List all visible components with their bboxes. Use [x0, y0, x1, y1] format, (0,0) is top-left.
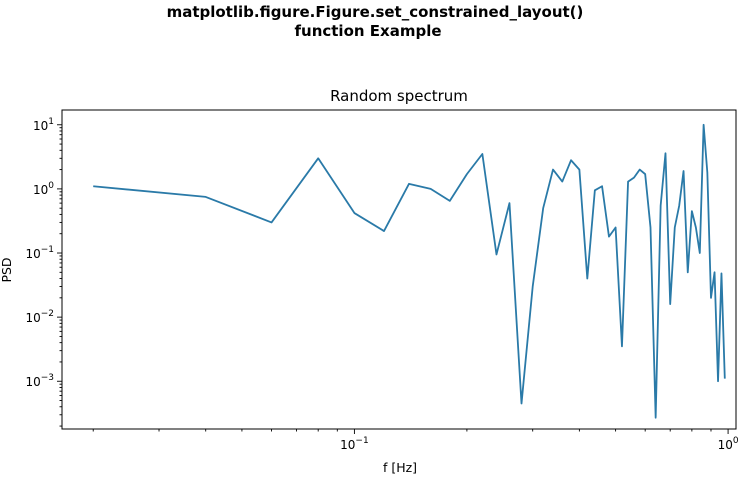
y-axis-label: PSD: [0, 257, 14, 282]
axes-frame: [61, 109, 737, 430]
series-line-0: [93, 123, 726, 419]
y-tick-label: 101: [33, 117, 54, 133]
x-tick-label: 100: [718, 436, 739, 452]
x-tick-label: 10−1: [340, 436, 369, 452]
y-tick-label: 10−3: [25, 373, 54, 389]
y-tick-label: 10−2: [25, 309, 54, 325]
x-axis-label: f [Hz]: [383, 460, 417, 475]
axes-title: Random spectrum: [330, 87, 468, 105]
suptitle-line1: matplotlib.figure.Figure.set_constrained…: [167, 3, 584, 21]
plot-area: [93, 123, 726, 419]
axis-ticks: 10−1 100 101 100 10−1 10−2 10−3: [25, 117, 738, 452]
suptitle-line2: function Example: [294, 22, 441, 40]
y-tick-label: 100: [33, 181, 54, 197]
y-tick-label: 10−1: [25, 245, 54, 261]
